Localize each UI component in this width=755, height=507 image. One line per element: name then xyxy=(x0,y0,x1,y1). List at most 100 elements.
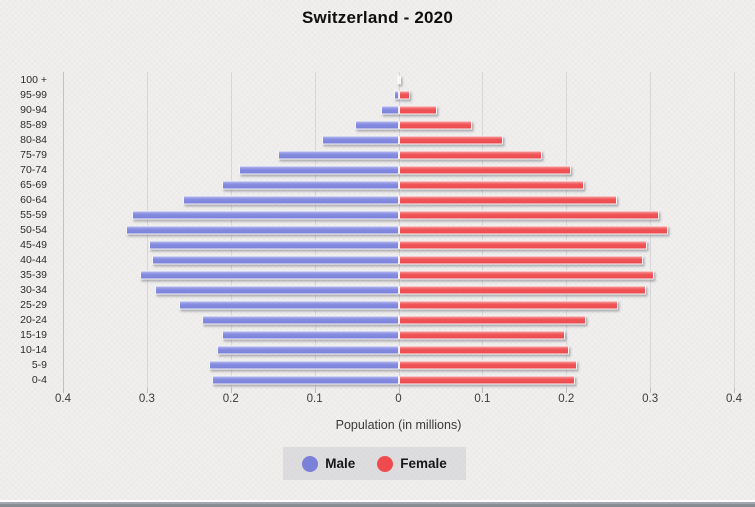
female-bar-45-49[interactable] xyxy=(398,240,647,250)
female-bar-20-24[interactable] xyxy=(398,315,587,325)
female-bar-5-9[interactable] xyxy=(398,360,578,370)
pyramid-row-35-39 xyxy=(63,268,734,283)
male-bar-70-74[interactable] xyxy=(239,165,399,175)
female-bar-65-69[interactable] xyxy=(398,180,584,190)
male-bar-65-69[interactable] xyxy=(222,180,399,190)
pyramid-row-40-44 xyxy=(63,253,734,268)
female-bar-0-4[interactable] xyxy=(398,375,575,385)
male-bar-45-49[interactable] xyxy=(149,240,399,250)
x-tick-mark xyxy=(482,388,484,393)
pyramid-row-5-9 xyxy=(63,358,734,373)
age-group-label: 100 + xyxy=(20,73,47,86)
female-bar-100[interactable] xyxy=(398,75,402,85)
legend-item-male[interactable]: Male xyxy=(302,455,356,472)
female-bar-30-34[interactable] xyxy=(398,285,646,295)
age-group-label: 95-99 xyxy=(20,88,47,101)
x-tick-label: 0.4 xyxy=(726,393,742,405)
age-group-label: 75-79 xyxy=(20,148,47,161)
age-group-label: 90-94 xyxy=(20,103,47,116)
male-bar-20-24[interactable] xyxy=(202,315,399,325)
x-tick-label: 0.3 xyxy=(642,393,659,405)
female-bar-75-79[interactable] xyxy=(398,150,542,160)
male-bar-100[interactable] xyxy=(396,75,399,85)
male-bar-95-99[interactable] xyxy=(394,90,399,100)
window-bottom-edge xyxy=(0,500,755,507)
x-tick-label: 0.4 xyxy=(55,393,71,405)
male-bar-75-79[interactable] xyxy=(277,150,399,160)
legend-male-label: Male xyxy=(325,456,356,471)
age-group-label: 35-39 xyxy=(20,269,47,282)
pyramid-row-50-54 xyxy=(63,222,734,237)
male-bar-80-84[interactable] xyxy=(322,135,399,145)
female-bar-15-19[interactable] xyxy=(398,330,565,340)
male-bar-15-19[interactable] xyxy=(221,330,399,340)
male-bar-40-44[interactable] xyxy=(151,255,399,265)
male-bar-50-54[interactable] xyxy=(125,225,399,235)
female-bar-40-44[interactable] xyxy=(398,255,643,265)
x-tick-mark xyxy=(398,388,400,393)
female-bar-85-89[interactable] xyxy=(398,120,473,130)
age-group-label: 40-44 xyxy=(20,254,47,267)
female-bar-95-99[interactable] xyxy=(398,90,411,100)
pyramid-row-70-74 xyxy=(63,162,734,177)
male-bar-90-94[interactable] xyxy=(380,105,399,115)
bar-rows xyxy=(63,72,734,388)
female-bar-80-84[interactable] xyxy=(398,135,503,145)
male-bar-30-34[interactable] xyxy=(155,285,399,295)
age-group-label: 45-49 xyxy=(20,239,47,252)
male-bar-5-9[interactable] xyxy=(208,360,399,370)
legend-item-female[interactable]: Female xyxy=(377,455,447,472)
male-bar-25-29[interactable] xyxy=(178,300,399,310)
female-bar-35-39[interactable] xyxy=(398,270,655,280)
age-group-label: 70-74 xyxy=(20,163,47,176)
pyramid-row-60-64 xyxy=(63,192,734,207)
x-axis-ticks: 0.4 0.3 0.2 0.1 0 0.1 0.2 0.3 0.4 xyxy=(55,393,742,407)
pyramid-row-90-94 xyxy=(63,102,734,117)
pyramid-row-45-49 xyxy=(63,238,734,253)
pyramid-row-65-69 xyxy=(63,177,734,192)
female-bar-55-59[interactable] xyxy=(398,210,659,220)
pyramid-row-95-99 xyxy=(63,87,734,102)
legend: Male Female xyxy=(283,447,466,480)
male-legend-dot-icon xyxy=(302,455,319,472)
female-bar-10-14[interactable] xyxy=(398,345,569,355)
age-group-label: 60-64 xyxy=(20,193,47,206)
female-bar-90-94[interactable] xyxy=(398,105,438,115)
male-bar-60-64[interactable] xyxy=(182,195,399,205)
x-tick-mark xyxy=(314,388,316,393)
male-bar-85-89[interactable] xyxy=(354,120,399,130)
age-group-label: 50-54 xyxy=(20,223,47,236)
pyramid-row-80-84 xyxy=(63,132,734,147)
pyramid-row-85-89 xyxy=(63,117,734,132)
x-tick-mark xyxy=(63,388,64,393)
age-group-label: 5-9 xyxy=(31,359,47,372)
pyramid-row-10-14 xyxy=(63,343,734,358)
pyramid-row-20-24 xyxy=(63,313,734,328)
y-axis-line xyxy=(63,72,64,393)
pyramid-row-30-34 xyxy=(63,283,734,298)
x-tick-mark xyxy=(734,388,735,393)
x-tick-mark xyxy=(146,388,148,393)
legend-female-label: Female xyxy=(400,456,447,471)
age-group-label: 25-29 xyxy=(20,299,47,312)
age-group-label: 65-69 xyxy=(20,178,47,191)
x-tick-label: 0.1 xyxy=(474,393,491,405)
pyramid-row-100 xyxy=(63,72,734,87)
male-bar-0-4[interactable] xyxy=(212,375,399,385)
female-bar-25-29[interactable] xyxy=(398,300,619,310)
male-bar-35-39[interactable] xyxy=(140,270,399,280)
pyramid-row-0-4 xyxy=(63,373,734,388)
age-group-label: 30-34 xyxy=(20,284,47,297)
female-bar-50-54[interactable] xyxy=(398,225,668,235)
age-group-label: 80-84 xyxy=(20,133,47,146)
pyramid-row-75-79 xyxy=(63,147,734,162)
gridline xyxy=(734,72,735,388)
age-group-label: 20-24 xyxy=(20,314,47,327)
male-bar-10-14[interactable] xyxy=(217,345,399,355)
x-tick-label: 0.1 xyxy=(306,393,323,405)
male-bar-55-59[interactable] xyxy=(131,210,399,220)
female-bar-60-64[interactable] xyxy=(398,195,617,205)
female-bar-70-74[interactable] xyxy=(398,165,572,175)
y-axis-age-labels: 100 + 95-99 90-94 85-89 80-84 75-79 70-74 65-69… xyxy=(0,72,47,388)
